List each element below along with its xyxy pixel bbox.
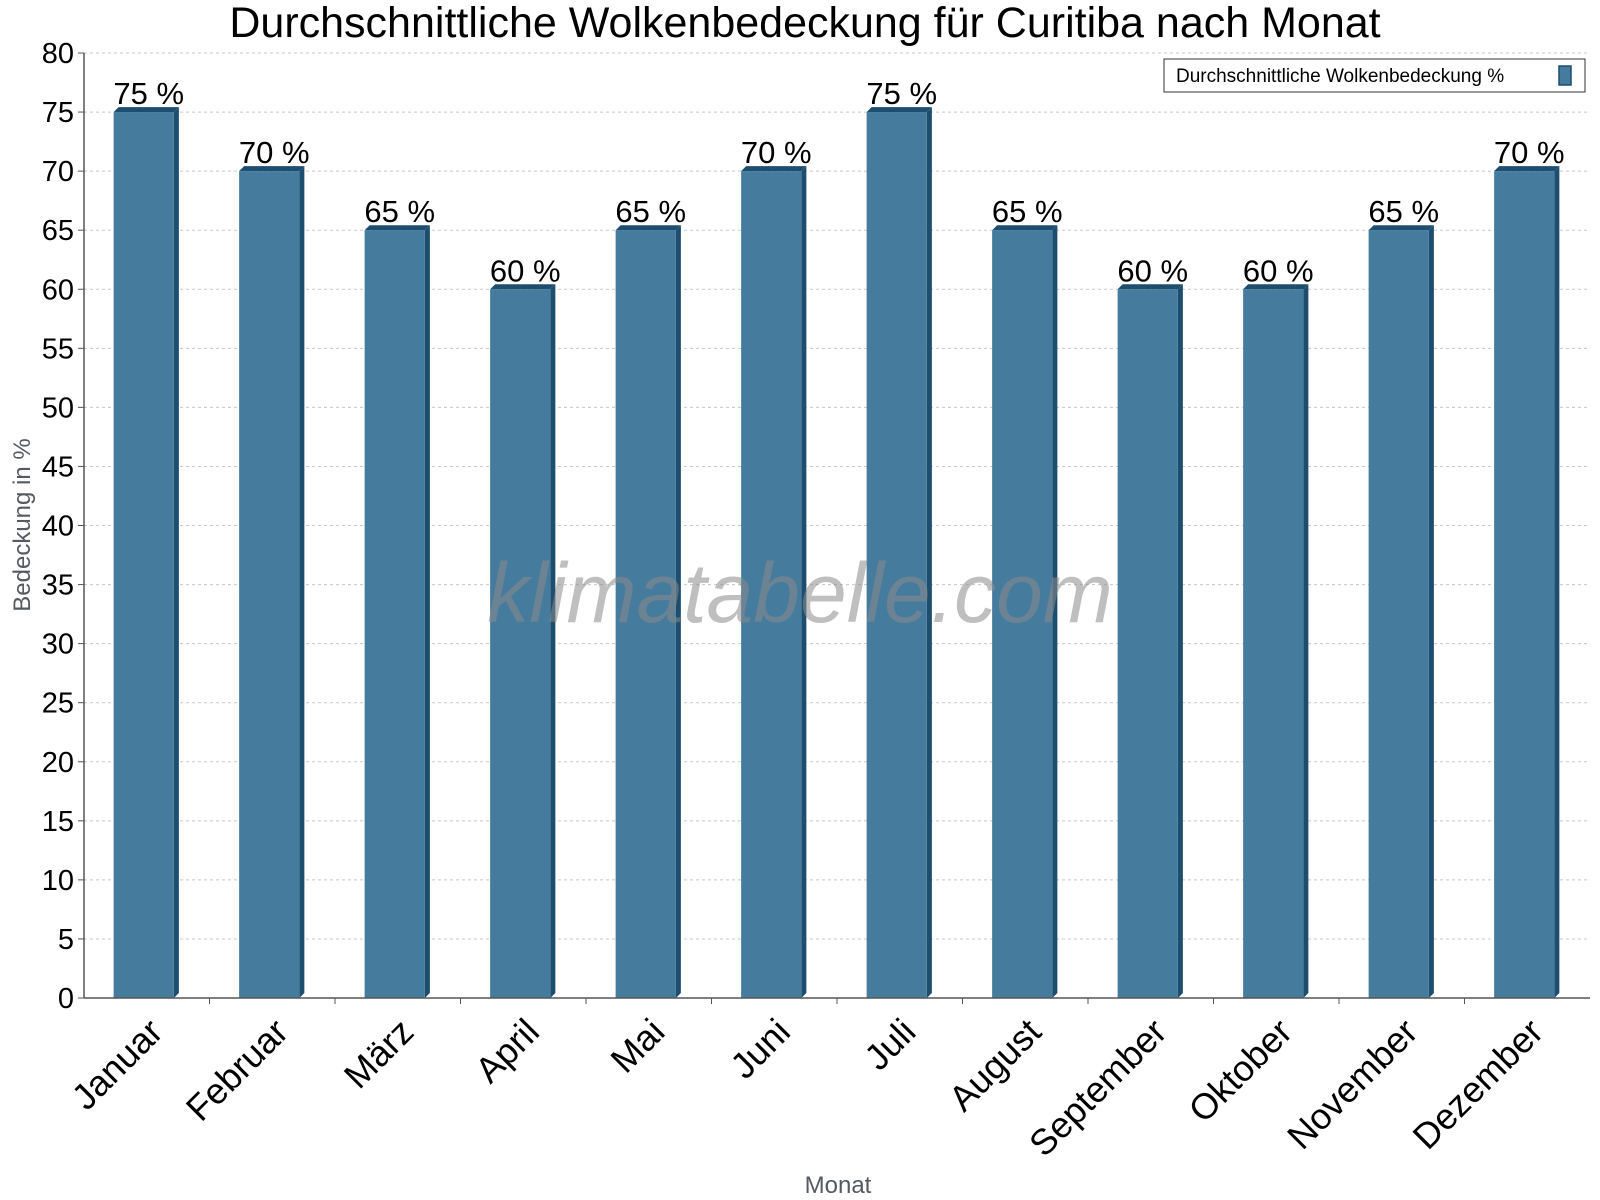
bar-side <box>424 225 430 998</box>
bar-side <box>1052 225 1058 998</box>
y-tick-label: 60 <box>42 274 74 306</box>
y-tick-label: 5 <box>58 924 74 956</box>
data-label: 60 % <box>1117 253 1188 288</box>
legend-swatch <box>1558 65 1572 86</box>
bar-märz <box>364 230 425 998</box>
bar-side <box>173 107 179 998</box>
bar-side <box>299 166 305 998</box>
y-tick-label: 20 <box>42 747 74 779</box>
bars <box>113 107 1560 998</box>
x-tick-label: September <box>1021 1011 1175 1165</box>
bar-side <box>1303 284 1309 998</box>
data-label: 65 % <box>1368 194 1439 229</box>
x-tick-label: Juli <box>856 1011 923 1078</box>
bar-side <box>550 284 556 998</box>
x-tick-label: Dezember <box>1404 1011 1550 1157</box>
y-axis-title: Bedeckung in % <box>9 438 36 611</box>
bar-juni <box>741 171 802 998</box>
bar-dezember <box>1494 171 1555 998</box>
grid <box>84 52 1590 940</box>
bar-januar <box>113 112 174 998</box>
bar-side <box>1428 225 1434 998</box>
y-tick-label: 25 <box>42 688 74 720</box>
y-tick-label: 55 <box>42 333 74 365</box>
bar-top <box>741 166 807 172</box>
y-tick-label: 30 <box>42 629 74 661</box>
data-label: 70 % <box>1494 135 1565 170</box>
y-tick-label: 10 <box>42 865 74 897</box>
data-label: 60 % <box>1243 253 1314 288</box>
x-axis-title: Monat <box>805 1172 872 1199</box>
bar-top <box>113 107 179 113</box>
y-tick-label: 0 <box>58 983 74 1015</box>
chart-title: Durchschnittliche Wolkenbedeckung für Cu… <box>229 0 1380 47</box>
bar-november <box>1368 230 1429 998</box>
bar-side <box>801 166 807 998</box>
data-label: 65 % <box>615 194 686 229</box>
data-label: 75 % <box>113 76 184 111</box>
bar-august <box>992 230 1053 998</box>
y-tick-label: 50 <box>42 392 74 424</box>
y-tick-label: 65 <box>42 215 74 247</box>
bar-juli <box>866 112 927 998</box>
bar-side <box>1554 166 1560 998</box>
x-tick-label: Oktober <box>1180 1011 1300 1131</box>
bar-top <box>992 225 1058 231</box>
y-axis-ticks: 0 5 10 15 20 25 30 35 40 45 50 55 60 65 70 75 80 <box>42 38 84 1015</box>
y-tick-label: 45 <box>42 451 74 483</box>
data-label: 65 % <box>364 194 435 229</box>
x-tick-label: Februar <box>178 1011 296 1129</box>
x-tick-label: Juni <box>722 1011 798 1087</box>
x-tick-label: April <box>467 1011 547 1091</box>
y-tick-label: 15 <box>42 806 74 838</box>
bar-top <box>364 225 430 231</box>
data-label: 65 % <box>992 194 1063 229</box>
bar-september <box>1117 289 1178 998</box>
data-label: 70 % <box>741 135 812 170</box>
x-axis-ticks: Januar Februar März April Mai Juni Juli AugustS… <box>64 998 1551 1164</box>
bar-top <box>866 107 932 113</box>
bar-top <box>239 166 305 172</box>
bar-februar <box>239 171 300 998</box>
bar-side <box>675 225 681 998</box>
bar-mai <box>615 230 676 998</box>
data-label: 60 % <box>490 253 561 288</box>
bar-top <box>1117 284 1183 290</box>
y-tick-label: 75 <box>42 97 74 129</box>
x-tick-label: November <box>1279 1011 1425 1157</box>
bar-top <box>1243 284 1309 290</box>
bar-top <box>490 284 556 290</box>
data-label: 75 % <box>866 76 937 111</box>
legend: Durchschnittliche Wolkenbedeckung % <box>1163 58 1586 93</box>
legend-box <box>1163 58 1586 93</box>
x-tick-label: Januar <box>64 1011 171 1118</box>
bar-top <box>1494 166 1560 172</box>
watermark-text: klimatabelle.com <box>487 546 1113 640</box>
y-tick-label: 70 <box>42 156 74 188</box>
x-tick-label: Mai <box>602 1011 672 1081</box>
bar-side <box>1177 284 1183 998</box>
bar-top <box>1368 225 1434 231</box>
y-tick-label: 35 <box>42 570 74 602</box>
data-label: 70 % <box>239 135 310 170</box>
y-tick-label: 40 <box>42 511 74 543</box>
bar-side <box>926 107 932 998</box>
x-tick-label: März <box>336 1011 422 1097</box>
x-tick-label: August <box>941 1011 1049 1119</box>
data-labels: 75 % 70 % 65 % 60 % 65 % 70 % 75 % 65 % 60 % 60 %… <box>113 76 1564 288</box>
y-tick-label: 80 <box>42 38 74 70</box>
bar-april <box>490 289 551 998</box>
legend-label: Durchschnittliche Wolkenbedeckung % <box>1176 66 1504 87</box>
bar-oktober <box>1243 289 1304 998</box>
bar-top <box>615 225 681 231</box>
